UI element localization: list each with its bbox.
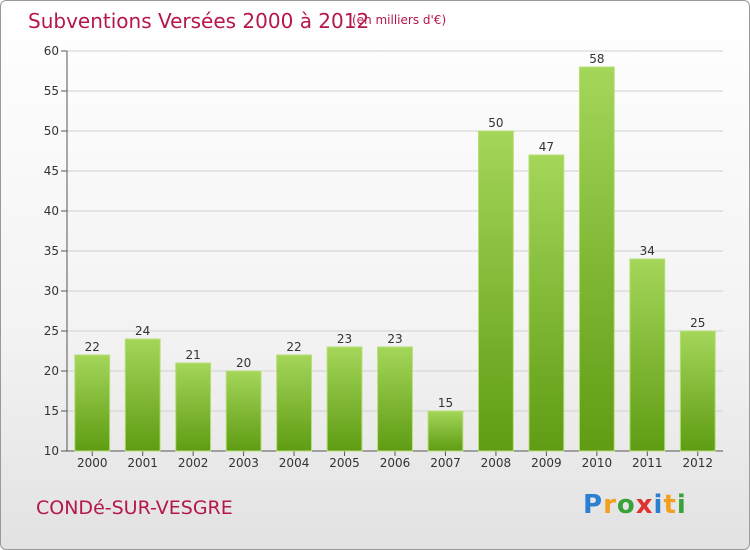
- brand-letter: i: [653, 490, 664, 520]
- y-tick-label: 50: [44, 124, 59, 138]
- x-tick-label-2003: 2003: [228, 456, 259, 470]
- bar-2006: [377, 346, 413, 452]
- data-label-2010: 58: [589, 52, 604, 66]
- y-tick-label: 45: [44, 164, 59, 178]
- chart-title: Subventions Versées 2000 à 2012: [28, 9, 370, 33]
- brand-letter: i: [676, 490, 687, 520]
- y-tick-label: 55: [44, 84, 59, 98]
- data-label-2012: 25: [690, 316, 705, 330]
- brand-letter: P: [583, 490, 604, 520]
- x-tick-label-2012: 2012: [682, 456, 713, 470]
- y-tick-label: 40: [44, 204, 59, 218]
- data-label-2003: 20: [236, 356, 251, 370]
- bar-2005: [326, 346, 363, 452]
- proxiti-logo[interactable]: Proxiti: [583, 490, 687, 520]
- x-tick-label-2004: 2004: [279, 456, 310, 470]
- x-tick-label-2005: 2005: [329, 456, 360, 470]
- x-tick-label-2006: 2006: [380, 456, 411, 470]
- x-tick-label-2007: 2007: [430, 456, 461, 470]
- data-label-2001: 24: [135, 324, 150, 338]
- bar-2002: [175, 362, 212, 452]
- data-label-2002: 21: [186, 348, 201, 362]
- x-tick-label-2001: 2001: [127, 456, 158, 470]
- data-label-2000: 22: [85, 340, 100, 354]
- x-tick-label-2008: 2008: [481, 456, 512, 470]
- data-label-2004: 22: [286, 340, 301, 354]
- data-label-2006: 23: [387, 332, 402, 346]
- bar-layer: [74, 66, 716, 452]
- brand-letter: t: [663, 490, 677, 520]
- commune-name: CONDé-SUR-VESGRE: [36, 497, 233, 519]
- data-label-2011: 34: [640, 244, 655, 258]
- bar-2003: [225, 370, 262, 452]
- brand-letter: x: [635, 490, 654, 520]
- label-layer: 22 24 21 20 22 23 23 15 50 47 58 34 25: [85, 52, 706, 410]
- y-tick-label: 30: [44, 284, 59, 298]
- x-tick-label-2002: 2002: [178, 456, 209, 470]
- bar-2009: [528, 154, 565, 452]
- bar-2000: [74, 354, 111, 452]
- bar-2001: [124, 338, 161, 452]
- x-tick-label-2011: 2011: [632, 456, 663, 470]
- brand-letter: o: [616, 490, 636, 520]
- x-tick-label-2010: 2010: [582, 456, 613, 470]
- brand-letter: r: [603, 490, 617, 520]
- bar-2008: [478, 130, 514, 452]
- data-label-2008: 50: [488, 116, 503, 130]
- bar-2012: [679, 330, 716, 452]
- x-tick-label-2009: 2009: [531, 456, 562, 470]
- y-tick-label: 10: [44, 444, 59, 458]
- x-tick-label-2000: 2000: [77, 456, 108, 470]
- data-label-2009: 47: [539, 140, 554, 154]
- bar-2007: [427, 410, 464, 452]
- data-label-2007: 15: [438, 396, 453, 410]
- data-label-2005: 23: [337, 332, 352, 346]
- bar-2011: [629, 258, 666, 452]
- chart-subtitle: (en milliers d'€): [352, 13, 447, 27]
- y-tick-label: 20: [44, 364, 59, 378]
- y-tick-label: 25: [44, 324, 59, 338]
- bar-2010: [578, 66, 615, 452]
- y-tick-label: 60: [44, 44, 59, 58]
- y-tick-label: 35: [44, 244, 59, 258]
- y-tick-label: 15: [44, 404, 59, 418]
- bar-2004: [276, 354, 312, 452]
